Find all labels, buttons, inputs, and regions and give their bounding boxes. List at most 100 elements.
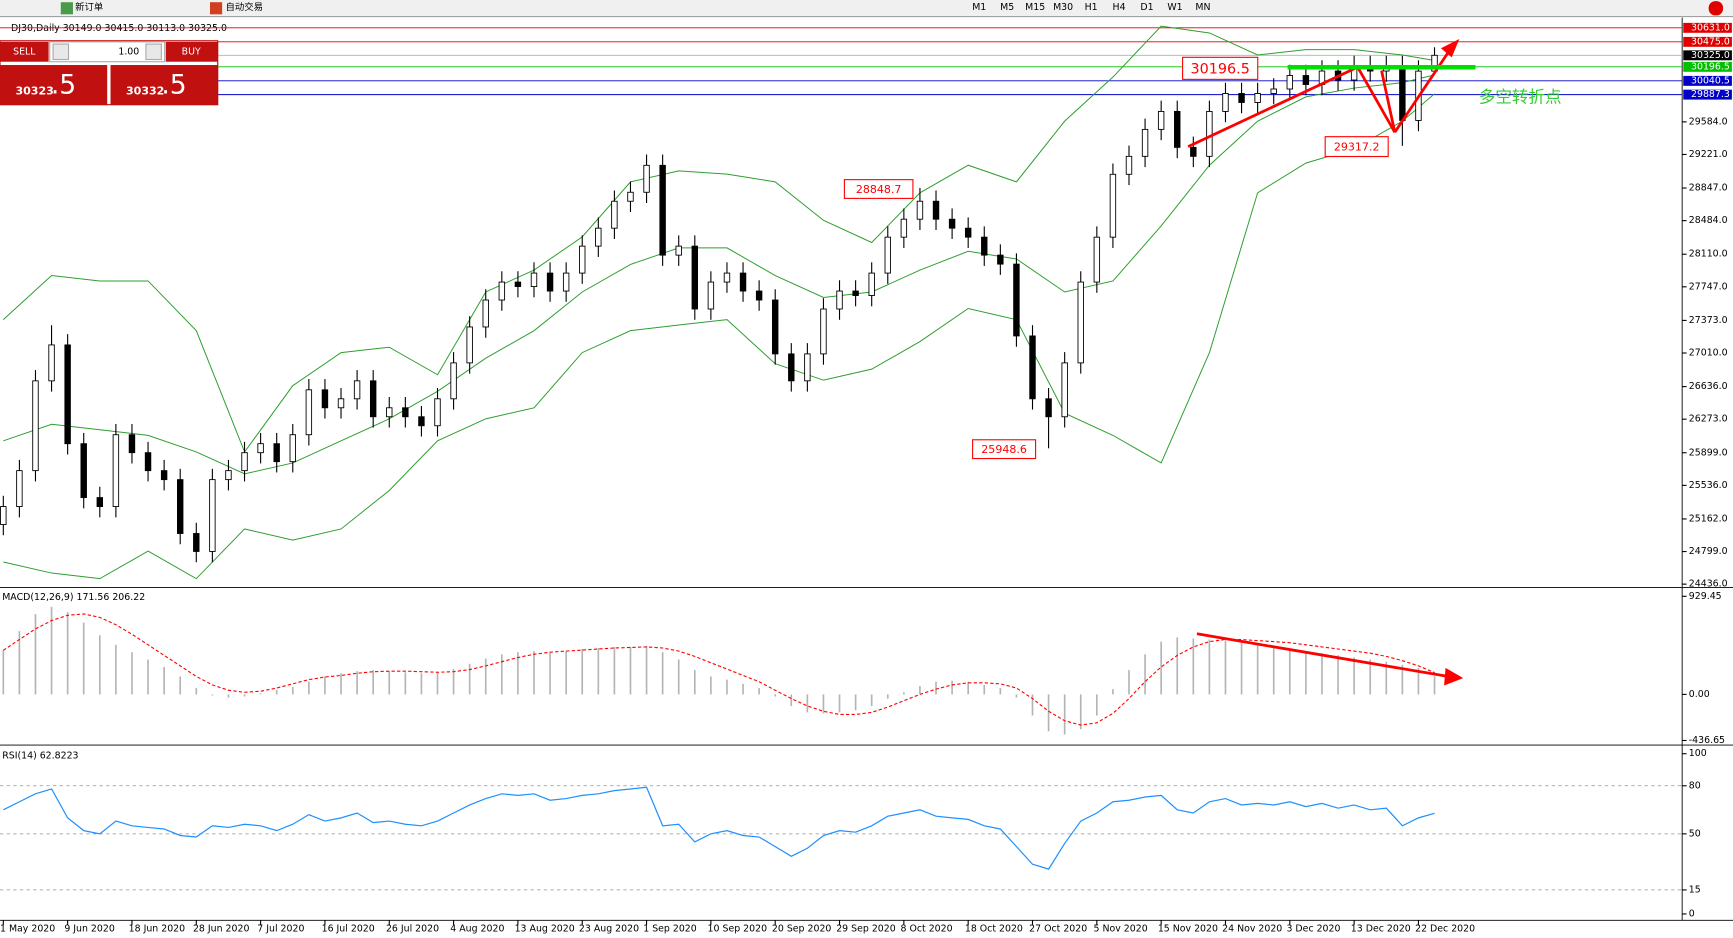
sell-price-box[interactable] <box>0 65 108 105</box>
candle-body <box>755 290 763 301</box>
candle-body <box>1093 236 1101 283</box>
candle-body <box>1399 66 1406 121</box>
candle-body <box>836 290 843 310</box>
candle-body <box>369 380 377 418</box>
candle-body <box>852 290 859 296</box>
candle-body <box>209 479 216 552</box>
candle-body <box>80 443 87 499</box>
lot-value[interactable]: 1.00 <box>118 46 139 57</box>
buy-button[interactable] <box>165 41 218 62</box>
auto-trading[interactable]: 自动交易 <box>225 1 263 13</box>
candle-body <box>530 272 538 287</box>
candle-body <box>96 497 104 507</box>
candle-body <box>1045 398 1052 418</box>
auto-trading-icon[interactable] <box>209 2 223 15</box>
new-order[interactable]: 新订单 <box>75 1 103 13</box>
x-tick-label: 8 Oct 2020 <box>901 924 953 935</box>
annotation-label: 29317.2 <box>1334 141 1380 154</box>
sell-button[interactable] <box>0 41 49 62</box>
y-tick-label: -436.65 <box>1689 735 1725 746</box>
candle-body <box>273 443 280 463</box>
candle-body <box>675 245 682 256</box>
candle-body <box>1125 155 1133 175</box>
candle-body <box>1157 111 1165 130</box>
candle-body <box>32 380 39 472</box>
candle-body <box>788 353 795 382</box>
x-tick-label: 15 Nov 2020 <box>1158 924 1218 935</box>
price-label: 29887.3 <box>1691 89 1730 100</box>
x-tick-label: 18 Jun 2020 <box>129 924 186 935</box>
candle-body <box>177 479 184 534</box>
candle-body <box>225 470 232 481</box>
candle-body <box>402 407 409 418</box>
timeframe-button[interactable]: M1 <box>972 2 986 13</box>
candle-body <box>482 299 489 328</box>
axes: 24436.0 24799.0 25162.0 25536.0 25899.0 26273… <box>0 22 1732 935</box>
annotation-box <box>1182 56 1259 80</box>
candle-body <box>1174 111 1181 148</box>
candle-body <box>997 254 1004 265</box>
buy-price-main[interactable]: 30332 <box>126 84 164 97</box>
candle-body <box>434 398 441 427</box>
candle-body <box>0 506 7 525</box>
candle-body <box>546 272 554 292</box>
candle-body <box>707 281 715 310</box>
sell-price-frac[interactable]: .5 <box>51 69 76 100</box>
alert-icon[interactable] <box>1708 1 1724 16</box>
price-label: 30631.0 <box>1691 22 1730 33</box>
y-tick-label: 26273.0 <box>1689 414 1728 425</box>
x-tick-label: 27 Oct 2020 <box>1029 924 1087 935</box>
price-label: 30325.0 <box>1691 50 1730 61</box>
candle-body <box>1029 335 1036 400</box>
sell-label[interactable]: SELL <box>13 46 36 57</box>
timeframe-button[interactable]: H1 <box>1085 2 1098 13</box>
candle-body <box>981 236 988 256</box>
price-label-bg <box>1683 89 1732 100</box>
price-label-bg <box>1683 22 1732 33</box>
buy-label[interactable]: BUY <box>182 46 201 57</box>
y-tick-label: 28484.0 <box>1689 215 1728 226</box>
candle-body <box>241 452 248 472</box>
rsi-header: RSI(14) 62.8223 <box>2 751 78 762</box>
new-order-icon[interactable] <box>60 2 73 15</box>
timeframe-button[interactable]: M30 <box>1053 2 1073 13</box>
x-tick-label: 4 Aug 2020 <box>450 924 504 935</box>
candle-body <box>1222 93 1229 112</box>
x-tick-label: 13 Dec 2020 <box>1351 924 1411 935</box>
buy-price-frac[interactable]: .5 <box>161 69 186 100</box>
candle-body <box>1013 263 1020 337</box>
buy-price-box[interactable] <box>110 65 218 105</box>
timeframe-button[interactable]: MN <box>1195 2 1210 13</box>
timeframe-button[interactable]: D1 <box>1140 2 1153 13</box>
candle-body <box>900 218 908 238</box>
candle-body <box>337 398 345 409</box>
x-tick-label: 28 Jun 2020 <box>193 924 250 935</box>
candle-body <box>48 344 55 382</box>
y-tick-label: 25899.0 <box>1689 447 1728 458</box>
lot-input[interactable] <box>49 41 166 63</box>
candle-body <box>1254 93 1261 103</box>
price-label: 30040.5 <box>1691 75 1730 86</box>
timeframe-button[interactable]: M15 <box>1025 2 1045 13</box>
sell-price-main[interactable]: 30323 <box>15 84 53 97</box>
y-tick-label: 26636.0 <box>1689 381 1728 392</box>
timeframe-button[interactable]: M5 <box>1000 2 1014 13</box>
chart-window <box>0 17 1733 938</box>
toolbar <box>0 0 1733 17</box>
candle-body <box>1238 93 1245 103</box>
candle-body <box>868 272 875 296</box>
timeframe-button[interactable]: H4 <box>1113 2 1126 13</box>
candle-body <box>64 344 71 445</box>
candle-body <box>257 443 264 454</box>
candle-body <box>498 281 506 301</box>
macd-signal <box>3 613 1435 726</box>
timeframe-button[interactable]: W1 <box>1167 2 1182 13</box>
candle-body <box>193 533 200 552</box>
x-tick-label: 18 Oct 2020 <box>965 924 1023 935</box>
annotation-box <box>1324 136 1389 158</box>
candle-body <box>948 218 956 229</box>
x-tick-label: 1 May 2020 <box>0 924 55 935</box>
x-tick-label: 7 Jul 2020 <box>257 924 304 935</box>
x-tick-label: 29 Sep 2020 <box>836 924 896 935</box>
